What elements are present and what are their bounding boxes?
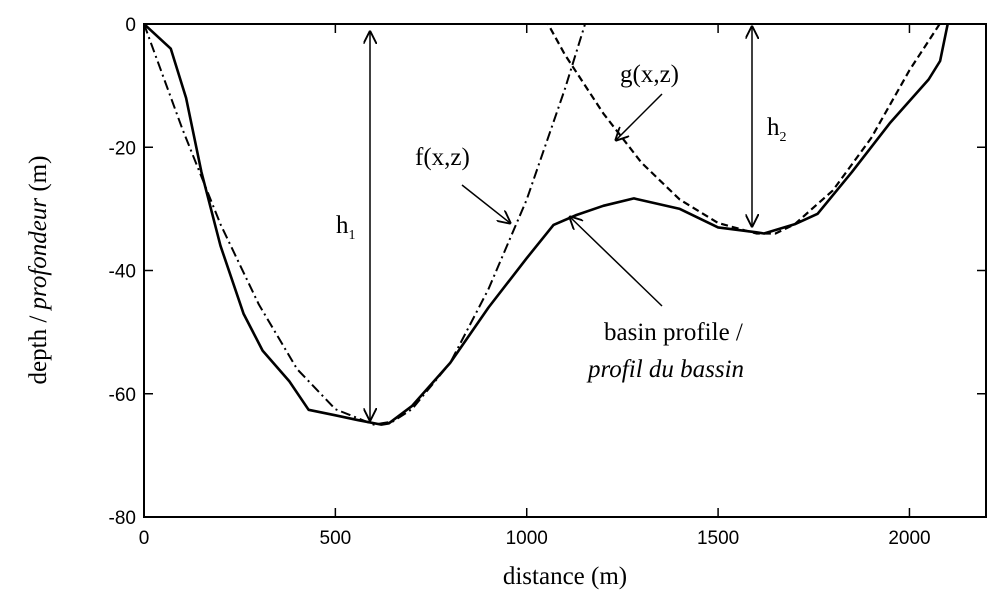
h1-label-main: h bbox=[336, 212, 349, 239]
h2-label: h2 bbox=[767, 114, 787, 145]
basin-label-line-1: basin profile / bbox=[604, 319, 743, 346]
plot-area: 0 500 1000 1500 2000 0 -20 -40 -60 -80 bbox=[109, 15, 987, 549]
h1-label: h1 bbox=[336, 212, 356, 243]
y-tick-label-3: -60 bbox=[109, 385, 136, 406]
series-f bbox=[144, 24, 587, 426]
series-g bbox=[546, 24, 941, 235]
ticks: 0 500 1000 1500 2000 0 -20 -40 -60 -80 bbox=[109, 15, 986, 549]
h1-label-subscript: 1 bbox=[349, 228, 356, 243]
series-layer bbox=[144, 24, 950, 426]
series-basin-profile bbox=[144, 24, 950, 426]
f-label: f(x,z) bbox=[415, 144, 470, 171]
basin-label-line-2: profil du bassin bbox=[586, 356, 744, 383]
g-arrow bbox=[616, 93, 663, 140]
y-axis-label-part-1: depth / bbox=[25, 309, 52, 384]
y-tick-label-4: -80 bbox=[109, 508, 136, 529]
y-axis-label: depth / profondeur (m) bbox=[25, 156, 52, 385]
x-tick-label-3: 1500 bbox=[697, 528, 739, 549]
h2-label-subscript: 2 bbox=[780, 130, 787, 145]
y-tick-label-1: -20 bbox=[109, 138, 136, 159]
annotations: h1 h2 f(x,z) g(x,z) basin profile / prof… bbox=[336, 27, 787, 420]
y-axis-label-part-3: (m) bbox=[25, 156, 52, 198]
x-tick-label-2: 1000 bbox=[506, 528, 548, 549]
h2-label-main: h bbox=[767, 114, 780, 141]
x-axis-label: distance (m) bbox=[503, 563, 627, 590]
x-tick-label-0: 0 bbox=[139, 528, 150, 549]
y-tick-label-0: 0 bbox=[125, 15, 136, 36]
y-tick-label-2: -40 bbox=[109, 262, 136, 283]
x-tick-label-1: 500 bbox=[320, 528, 352, 549]
f-arrow bbox=[461, 184, 510, 223]
y-axis-label-part-2: profondeur bbox=[25, 198, 52, 312]
g-label: g(x,z) bbox=[620, 61, 679, 88]
axes-frame bbox=[143, 23, 987, 518]
x-tick-label-4: 2000 bbox=[888, 528, 930, 549]
basin-arrow bbox=[570, 217, 663, 307]
